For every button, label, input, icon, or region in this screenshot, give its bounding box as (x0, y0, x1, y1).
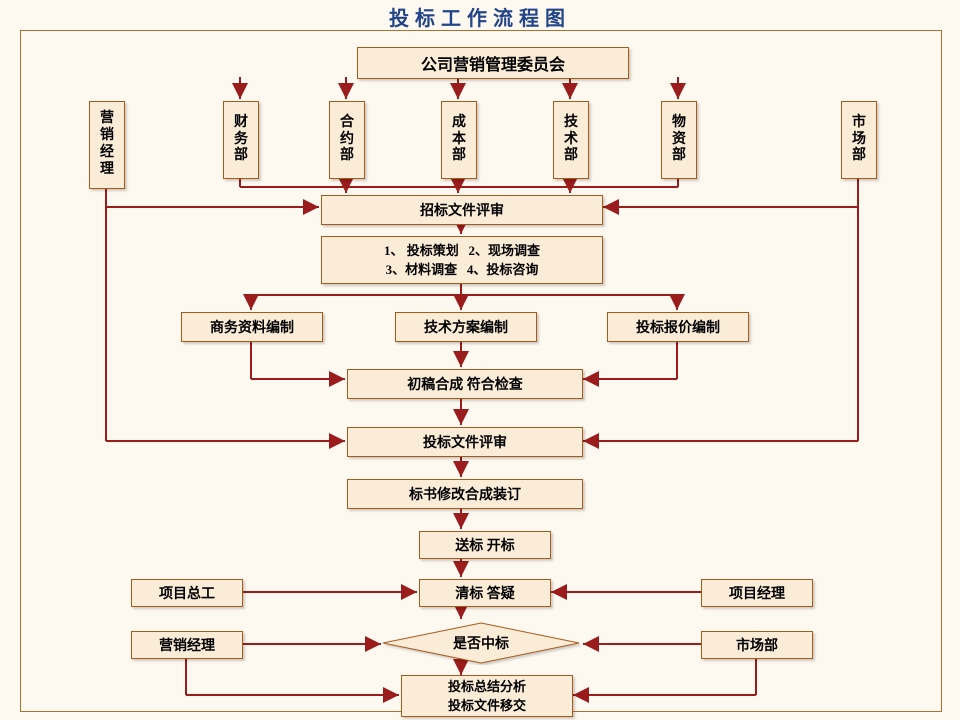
node-s4: 初稿合成 符合检查 (347, 369, 583, 399)
node-left8: 项目总工 (131, 579, 243, 607)
node-rightdec: 市场部 (701, 631, 813, 659)
node-s8: 清标 答疑 (419, 579, 551, 607)
node-s3a: 商务资料编制 (181, 312, 323, 342)
node-s10: 投标总结分析投标文件移交 (401, 675, 573, 717)
node-dept-5: 技术部 (553, 101, 589, 179)
node-s2: 1、 投标策划 2、现场调查3、材料调查 4、投标咨询 (321, 236, 603, 284)
node-right8: 项目经理 (701, 579, 813, 607)
node-s6: 标书修改合成装订 (347, 479, 583, 509)
chart-title: 投标工作流程图 (0, 2, 960, 31)
node-s5: 投标文件评审 (347, 427, 583, 457)
node-dept-3: 合约部 (329, 101, 365, 179)
node-s1: 招标文件评审 (321, 195, 603, 225)
node-s7: 送标 开标 (419, 531, 551, 559)
node-dept-2: 财务部 (223, 101, 259, 179)
node-decision: 是否中标 (381, 621, 581, 665)
node-s3c: 投标报价编制 (607, 312, 749, 342)
decision-label: 是否中标 (453, 633, 509, 653)
node-dept-4: 成本部 (441, 101, 477, 179)
node-dept-7: 市场部 (841, 101, 877, 179)
node-dept-1: 营销经理 (89, 101, 125, 189)
node-top: 公司营销管理委员会 (357, 47, 629, 79)
node-leftdec: 营销经理 (131, 631, 243, 659)
chart-frame: 公司营销管理委员会 营销经理 财务部 合约部 成本部 技术部 物资部 市场部 招… (20, 30, 942, 712)
node-s3b: 技术方案编制 (395, 312, 537, 342)
node-dept-6: 物资部 (661, 101, 697, 179)
